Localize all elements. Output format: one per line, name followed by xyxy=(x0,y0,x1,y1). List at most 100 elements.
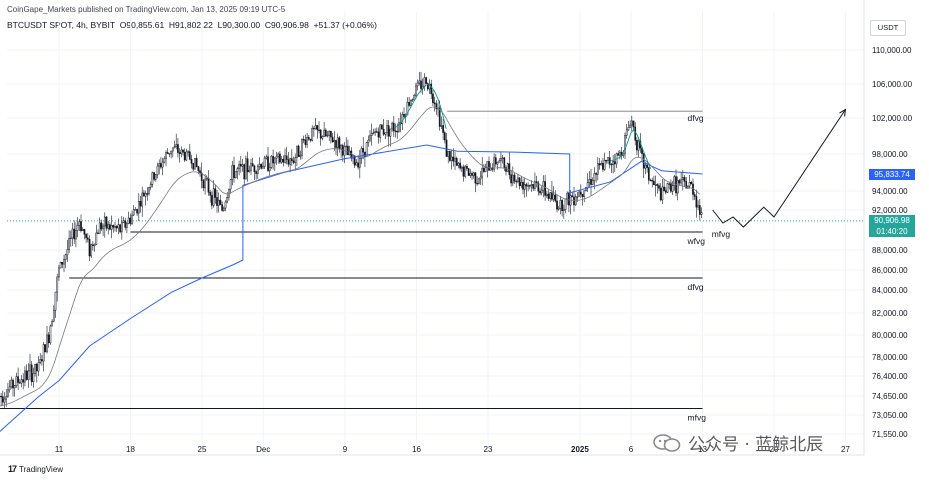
candle-body xyxy=(250,163,252,171)
candle-body xyxy=(658,185,660,189)
candle-body xyxy=(122,220,125,223)
publisher-text: CoinGape_Markets published on TradingVie… xyxy=(7,5,286,14)
candle-body xyxy=(137,201,140,214)
candle-body xyxy=(34,363,36,374)
candle-body xyxy=(110,225,113,230)
candle-body xyxy=(103,216,106,227)
candle-body xyxy=(401,114,404,124)
currency-button[interactable]: USDT xyxy=(870,20,906,36)
candle-body xyxy=(389,128,392,137)
symbol-name[interactable]: BTCUSDT SPOT, 4h, BYBIT xyxy=(7,20,116,30)
candle-body xyxy=(330,130,332,138)
candle-body xyxy=(335,140,337,148)
candle-body xyxy=(347,145,349,156)
candle-body xyxy=(314,125,317,130)
candle-body xyxy=(630,120,633,126)
sma-price-tag: 95,833.74 xyxy=(869,168,915,180)
candle-body xyxy=(270,156,273,168)
candle-body xyxy=(676,180,679,194)
candle-body xyxy=(5,396,8,400)
candle-body xyxy=(148,187,150,195)
candle-body xyxy=(248,169,251,173)
watermark-text: 公众号 · 蓝鲸北辰 xyxy=(688,435,824,455)
candle-body xyxy=(290,158,293,162)
candle-body xyxy=(306,137,308,145)
candle-body xyxy=(382,128,385,135)
candle-body xyxy=(629,124,631,128)
projection-path xyxy=(712,108,847,228)
candle-body xyxy=(251,163,254,167)
candle-body xyxy=(3,398,6,403)
candle-body xyxy=(666,183,669,193)
candle-body xyxy=(80,221,82,231)
candle-body xyxy=(367,139,370,143)
candle-body xyxy=(452,156,455,162)
candle-body xyxy=(513,174,516,182)
candle-body xyxy=(76,225,79,231)
candle-body xyxy=(590,179,592,185)
candle-body xyxy=(416,82,419,87)
candle-body xyxy=(112,225,115,228)
candle-body xyxy=(59,261,62,269)
candle-body xyxy=(296,145,298,158)
tradingview-brand: TradingView xyxy=(19,464,64,474)
ema-green-line xyxy=(395,84,447,129)
candle-body xyxy=(501,157,504,159)
candle-body xyxy=(7,389,9,397)
fvg-level-label: mfvg xyxy=(712,229,731,239)
candle-body xyxy=(664,190,667,193)
candle-body xyxy=(217,199,220,206)
candle-body xyxy=(447,151,450,157)
candle-body xyxy=(139,201,142,207)
candle-body xyxy=(647,167,650,181)
candle-body xyxy=(324,129,327,137)
candle-body xyxy=(678,180,681,184)
ema-gray-line xyxy=(0,106,700,407)
candle-body xyxy=(423,77,426,87)
candle-body xyxy=(13,385,16,389)
price-tick-label: 73,050.00 xyxy=(872,411,908,420)
candle-body xyxy=(97,232,99,234)
candle-body xyxy=(333,140,336,143)
candle-body xyxy=(71,228,74,239)
countdown-tag: 01:40:20 xyxy=(869,226,915,238)
candle-body xyxy=(100,222,103,230)
candle-body xyxy=(539,190,541,194)
candle-body xyxy=(163,158,166,163)
candle-body xyxy=(141,192,144,207)
candle-body xyxy=(233,165,235,178)
candle-body xyxy=(527,185,529,187)
candle-body xyxy=(469,173,472,176)
candle-body xyxy=(200,172,203,181)
price-tick-label: 84,000.00 xyxy=(872,286,908,295)
candle-body xyxy=(304,139,307,145)
candle-body xyxy=(41,359,43,362)
candle-body xyxy=(576,196,579,198)
candle-body xyxy=(459,162,461,169)
candle-body xyxy=(236,168,239,173)
candle-body xyxy=(78,221,81,226)
candle-body xyxy=(168,153,171,155)
candle-body xyxy=(29,364,31,372)
candle-body xyxy=(234,171,237,178)
candle-body xyxy=(472,172,475,176)
candle-body xyxy=(690,181,693,185)
candle-body xyxy=(534,181,536,189)
candle-body xyxy=(506,163,509,172)
candle-body xyxy=(73,228,76,240)
time-axis: 11 18 25 Dec 9 16 23 2025 6 13 20 27 xyxy=(55,445,851,454)
candle-body xyxy=(697,205,699,208)
candle-body xyxy=(212,188,215,206)
candle-body xyxy=(265,156,268,159)
candle-body xyxy=(345,145,348,148)
candle-body xyxy=(17,376,19,383)
tradingview-logo[interactable]: 17 TradingView xyxy=(8,464,63,474)
candle-body xyxy=(8,386,11,391)
candle-body xyxy=(442,125,444,133)
candle-body xyxy=(549,192,552,199)
candle-body xyxy=(25,370,28,380)
candle-body xyxy=(445,139,448,157)
candle-body xyxy=(624,134,626,155)
ohlc-open: O90,855.61 xyxy=(119,20,165,30)
